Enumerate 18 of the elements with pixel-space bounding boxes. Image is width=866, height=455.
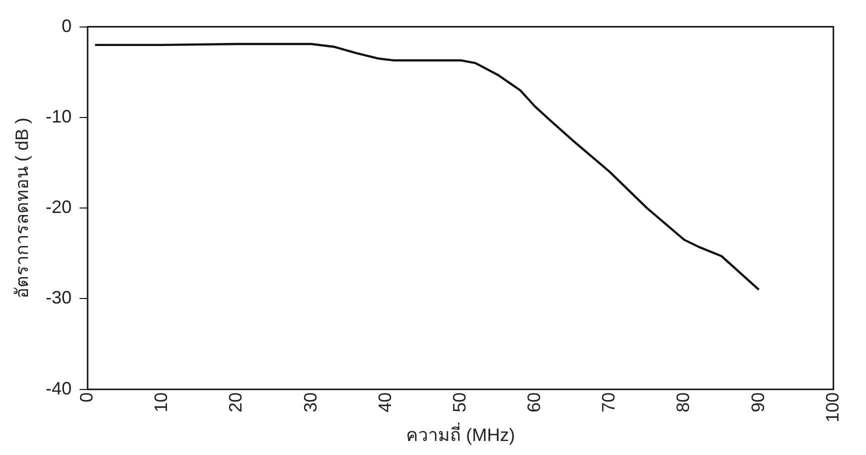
x-tick-label: 0 — [76, 392, 97, 402]
x-axis-title: ความถี่ (MHz) — [406, 422, 515, 446]
x-tick-label: 80 — [673, 392, 694, 412]
y-axis-title: อัตราการลดทอน ( dB ) — [12, 118, 32, 299]
x-tick-label: 100 — [822, 392, 842, 422]
x-tick-label: 10 — [151, 392, 172, 412]
x-tick-label: 90 — [748, 392, 768, 412]
y-tick-label: -30 — [46, 288, 72, 308]
x-tick-label: 50 — [449, 392, 470, 412]
x-tick-label: 60 — [524, 392, 544, 412]
y-tick-label: -20 — [46, 197, 72, 218]
y-tick-label: 0 — [62, 16, 72, 36]
x-tick-label: 70 — [598, 392, 619, 412]
y-tick-label: -40 — [46, 378, 72, 398]
x-tick-label: 30 — [300, 392, 320, 412]
x-tick-label: 40 — [374, 392, 395, 412]
y-tick-label: -10 — [46, 106, 72, 126]
x-tick-label: 20 — [226, 392, 246, 412]
